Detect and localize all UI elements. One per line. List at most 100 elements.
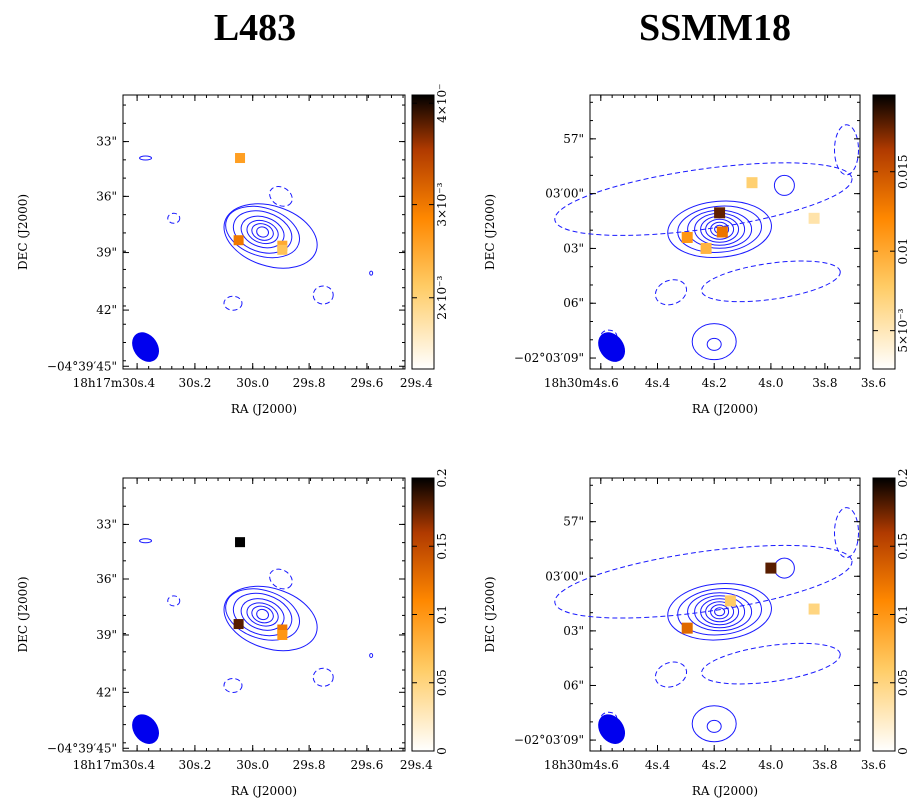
y-tick-label: 06" [563,678,584,692]
x-tick-label: 30s.2 [178,758,211,772]
negative-contour [312,667,334,687]
positive-contour [251,605,274,624]
y-tick-label: 57" [563,515,584,529]
positive-contour [705,218,735,240]
panel-SSMM18-top: 18h30m4s.6 4s.4 4s.2 4s.0 3s.8 3s.6 57" 03′00" 0… [483,94,910,416]
y-axis-label: DEC (J2000) [16,576,30,652]
x-tick-label: 18h30m4s.6 [544,758,619,772]
data-pixel [808,603,820,615]
positive-contour [369,270,374,276]
positive-contour [139,155,153,161]
plot-frame [122,477,406,752]
y-tick-label: 03′00" [545,187,584,201]
x-axis-label: RA (J2000) [692,402,758,416]
positive-contour [667,200,772,259]
y-tick-label: 42" [96,685,117,699]
colorbar-tick-label: 0.015 [896,155,910,189]
positive-contour [667,583,772,641]
data-pixel [277,629,288,640]
x-tick-label: 29s.4 [400,376,433,390]
data-pixel [765,562,777,574]
y-tick-label: 33" [96,517,117,531]
y-tick-label: 36" [96,572,117,586]
negative-contour [834,507,859,559]
colorbar-tick-label: 0.05 [435,669,449,696]
negative-contour [654,279,688,306]
x-tick-label: 4s.2 [702,376,727,390]
data-pixel [235,537,246,548]
y-tick-label: 06" [563,296,584,310]
positive-contour [773,174,795,196]
data-pixel [277,244,288,255]
positive-contour [700,598,740,626]
x-axis-label: RA (J2000) [692,784,758,798]
negative-contour [701,642,841,685]
colorbar-tick-label: 0.1 [896,605,910,624]
positive-contour [232,210,293,254]
beam-ellipse [598,714,626,744]
negative-contour [167,212,181,224]
positive-contour [246,219,279,245]
emission-pixels [681,177,820,254]
positive-contour [251,223,274,241]
x-tick-label: 4s.0 [758,376,783,390]
x-axis-label: RA (J2000) [231,402,297,416]
title-l483: L483 [213,7,297,49]
panel-SSMM18-bottom: 18h30m4s.6 4s.4 4s.2 4s.0 3s.8 3s.6 57" 03′00" 0… [483,468,910,798]
positive-contour [223,585,318,652]
data-pixel [233,235,244,246]
data-pixel [681,231,693,243]
colorbar-tick-label: 0.15 [435,533,449,560]
plot-frame [122,94,406,370]
y-tick-label: 39" [96,628,117,642]
negative-contour [834,124,859,176]
emission-pixels [233,153,288,255]
colorbar-tick-label: 3×10⁻³ [435,182,449,226]
positive-contour [705,601,735,623]
x-tick-label: 3s.6 [861,758,886,772]
negative-contour [269,568,293,590]
data-pixel [808,212,820,224]
positive-contour [677,205,762,253]
x-tick-label: 18h17m30s.4 [73,758,156,772]
y-axis-label: DEC (J2000) [16,194,30,270]
y-tick-label: −04°39′45" [47,359,117,373]
x-tick-label: 4s.4 [645,376,671,390]
x-tick-label: 4s.4 [645,758,671,772]
positive-contour [691,705,737,743]
panel-L483-bottom: 18h17m30s.4 30s.2 30s.0 29s.8 29s.6 29s.4 33" 3… [16,468,449,798]
data-pixel [235,153,246,164]
positive-contour [710,604,730,620]
positive-contour [225,588,300,641]
x-axis-label: RA (J2000) [231,784,297,798]
colorbar-tick-label: 0 [435,747,449,755]
emission-pixels [233,537,288,640]
beam-ellipse [598,332,626,362]
title-ssmm18: SSMM18 [639,7,791,49]
positive-contour [139,538,153,544]
x-tick-label: 3s.8 [812,376,837,390]
panel-L483-top: 18h17m30s.4 30s.2 30s.0 29s.8 29s.6 29s.4 33" 3… [16,84,449,416]
negative-contour [654,661,688,688]
positive-contour [246,602,279,627]
y-tick-label: 03" [563,241,584,255]
x-tick-label: 30s.2 [178,376,211,390]
data-pixel [724,595,736,607]
data-pixel [233,619,244,630]
data-pixel [700,242,712,254]
beam-ellipse [132,714,160,744]
positive-contour [691,323,737,361]
negative-contour [701,260,841,303]
positive-contour [694,595,746,629]
y-tick-label: 39" [96,246,117,260]
colorbar-tick-label: 5×10⁻³ [896,308,910,352]
negative-contour [269,186,293,207]
x-tick-label: 29s.6 [350,376,383,390]
y-tick-label: 42" [96,303,117,317]
x-tick-label: 30s.0 [236,376,269,390]
positive-contour [225,205,300,259]
colorbar [411,94,435,370]
x-tick-label: 18h17m30s.4 [73,376,156,390]
y-tick-label: −04°39′45" [47,741,117,755]
